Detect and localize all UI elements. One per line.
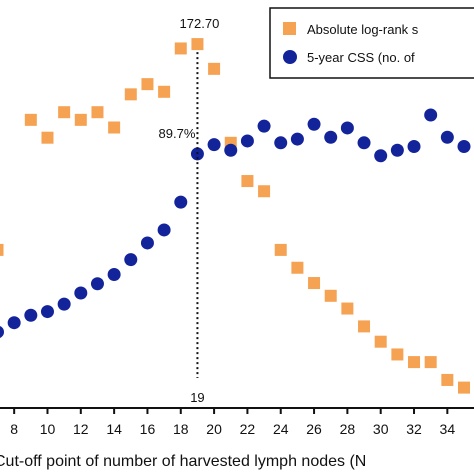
legend-box bbox=[269, 7, 474, 79]
x-tick-label: 34 bbox=[440, 421, 456, 437]
css-point bbox=[374, 149, 388, 163]
x-tick-label: 28 bbox=[340, 421, 356, 437]
x-tick-label: 10 bbox=[40, 421, 56, 437]
log-rank-point bbox=[441, 373, 454, 386]
css-point bbox=[424, 108, 438, 122]
log-rank-point bbox=[374, 335, 387, 348]
log-rank-point bbox=[308, 277, 321, 290]
peak-log-rank-label: 172.70 bbox=[180, 16, 220, 31]
css-value-label: 89.7% bbox=[159, 126, 196, 141]
log-rank-point bbox=[124, 88, 137, 101]
css-point bbox=[340, 121, 354, 135]
css-point bbox=[140, 236, 154, 250]
log-rank-point bbox=[208, 62, 221, 75]
log-rank-point bbox=[258, 185, 271, 198]
css-point bbox=[440, 130, 454, 144]
x-tick-label: 30 bbox=[373, 421, 389, 437]
annotations: 172.70 89.7% 19 bbox=[159, 16, 220, 405]
css-point bbox=[240, 134, 254, 148]
log-rank-point bbox=[408, 356, 421, 369]
log-rank-point bbox=[0, 243, 4, 256]
x-tick-label: 18 bbox=[173, 421, 189, 437]
log-rank-point bbox=[291, 261, 304, 274]
x-tick-label: 16 bbox=[140, 421, 156, 437]
cutoff-value-label: 19 bbox=[190, 390, 204, 405]
css-point bbox=[7, 316, 21, 330]
css-point bbox=[40, 305, 54, 319]
css-point bbox=[390, 143, 404, 157]
log-rank-point bbox=[274, 243, 287, 256]
css-point bbox=[57, 297, 71, 311]
legend-label-css: 5-year CSS (no. of bbox=[307, 50, 415, 65]
log-rank-point bbox=[141, 78, 154, 91]
log-rank-point bbox=[91, 106, 104, 119]
x-tick-label: 24 bbox=[273, 421, 289, 437]
css-point bbox=[157, 223, 171, 237]
log-rank-point bbox=[58, 106, 71, 119]
legend-marker-log-rank bbox=[283, 22, 296, 35]
log-rank-point bbox=[24, 113, 37, 126]
legend-label-log-rank: Absolute log-rank s bbox=[307, 22, 419, 37]
css-point bbox=[307, 117, 321, 131]
css-point bbox=[224, 143, 238, 157]
log-rank-point bbox=[74, 113, 87, 126]
x-tick-label: 12 bbox=[73, 421, 89, 437]
css-point bbox=[107, 267, 121, 281]
css-point bbox=[90, 277, 104, 291]
log-rank-point bbox=[324, 289, 337, 302]
log-rank-point bbox=[424, 356, 437, 369]
x-tick-label: 22 bbox=[240, 421, 256, 437]
css-point bbox=[324, 130, 338, 144]
css-point bbox=[357, 136, 371, 150]
css-point bbox=[24, 308, 38, 322]
log-rank-point bbox=[341, 302, 354, 315]
log-rank-point bbox=[191, 38, 204, 51]
css-point bbox=[207, 138, 221, 152]
legend-marker-css bbox=[283, 50, 297, 64]
log-rank-point bbox=[41, 131, 54, 144]
css-point bbox=[290, 132, 304, 146]
css-point bbox=[0, 325, 4, 338]
log-rank-point bbox=[358, 320, 371, 333]
css-point bbox=[74, 286, 88, 300]
log-rank-point bbox=[158, 85, 171, 98]
css-point bbox=[407, 140, 421, 154]
legend: Absolute log-rank s 5-year CSS (no. of bbox=[269, 7, 474, 79]
x-tick-label: 8 bbox=[10, 421, 18, 437]
css-point bbox=[174, 195, 188, 209]
css-point bbox=[457, 140, 471, 154]
plot-area bbox=[0, 38, 471, 394]
css-point bbox=[274, 136, 288, 150]
x-tick-label: 20 bbox=[206, 421, 222, 437]
x-tick-label: 14 bbox=[106, 421, 122, 437]
log-rank-point bbox=[391, 348, 404, 361]
log-rank-point bbox=[458, 381, 471, 394]
log-rank-point bbox=[174, 42, 187, 55]
css-point bbox=[124, 253, 138, 267]
x-tick-label: 26 bbox=[306, 421, 322, 437]
log-rank-point bbox=[108, 121, 121, 134]
x-tick-label: 32 bbox=[406, 421, 422, 437]
x-axis-label: Cut-off point of number of harvested lym… bbox=[0, 453, 366, 470]
css-point bbox=[257, 119, 271, 133]
x-axis-ticks: 8 10 12 14 16 18 20 22 24 26 28 30 32 34 bbox=[10, 408, 455, 437]
log-rank-point bbox=[241, 175, 254, 188]
